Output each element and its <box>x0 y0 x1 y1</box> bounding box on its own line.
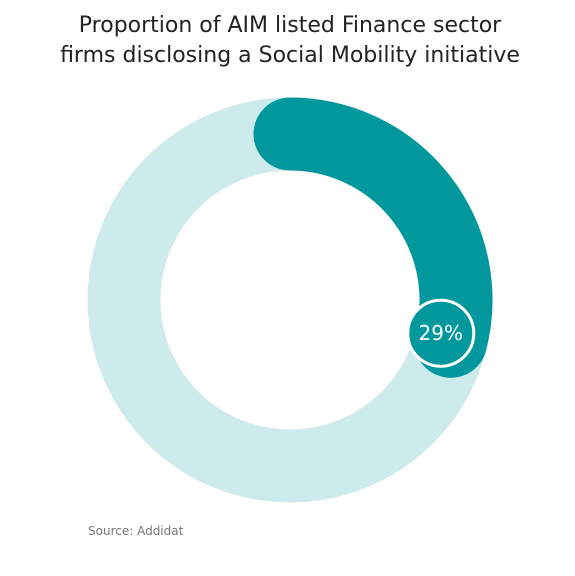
source: Source: Addidat <box>88 524 184 538</box>
value-label: 29% <box>419 321 463 345</box>
chart-title: Proportion of AIM listed Finance sector <box>79 13 502 38</box>
chart-title: firms disclosing a Social Mobility initi… <box>60 43 520 68</box>
value-badge <box>406 298 476 368</box>
donut-segment <box>253 97 493 378</box>
